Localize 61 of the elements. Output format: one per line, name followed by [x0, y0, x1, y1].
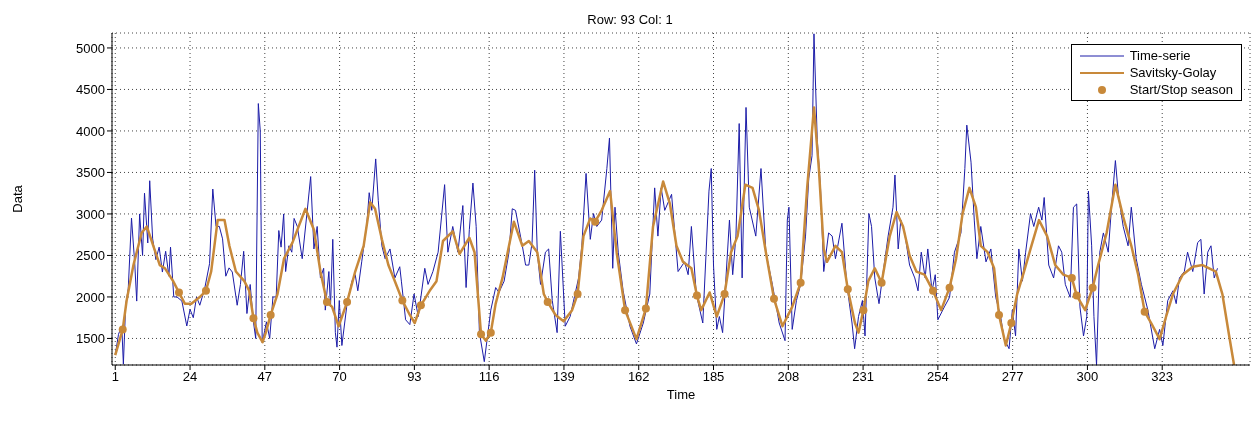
y-tick-label: 1500 — [76, 331, 105, 347]
point — [343, 298, 352, 307]
point — [641, 304, 650, 313]
point — [249, 314, 258, 323]
x-tick-label: 116 — [478, 369, 500, 385]
point — [843, 285, 852, 294]
x-tick-label: 70 — [332, 369, 347, 385]
legend-label: Start/Stop season — [1129, 82, 1233, 97]
chart-title: Row: 93 Col: 1 — [586, 12, 674, 27]
x-tick-label: 1 — [111, 369, 119, 385]
point — [928, 286, 937, 295]
point — [1072, 291, 1081, 300]
y-tick-label: 4500 — [76, 82, 105, 98]
y-tick-label: 3500 — [76, 165, 105, 181]
point — [573, 290, 582, 299]
x-tick-label: 300 — [1076, 369, 1099, 385]
point — [201, 286, 210, 295]
point — [1067, 273, 1076, 282]
x-tick-label: 24 — [182, 369, 198, 385]
point — [477, 330, 486, 339]
point — [591, 217, 600, 226]
point — [877, 278, 886, 287]
point — [398, 296, 407, 305]
legend-label: Savitsky-Golay — [1129, 65, 1217, 80]
point — [796, 278, 805, 287]
x-tick-label: 185 — [702, 369, 725, 385]
point — [720, 290, 729, 299]
point — [859, 306, 868, 315]
line-series — [114, 106, 1236, 365]
x-tick-label: 162 — [627, 369, 650, 385]
y-axis-title: Data — [9, 184, 25, 213]
point — [621, 306, 630, 315]
point — [322, 298, 331, 307]
x-tick-label: 93 — [407, 369, 422, 385]
point — [118, 325, 127, 334]
y-tick-label: 2000 — [76, 289, 105, 305]
y-tick-label: 5000 — [76, 40, 105, 56]
x-tick-label: 277 — [1001, 369, 1024, 385]
point — [266, 310, 275, 319]
point — [416, 301, 425, 310]
point — [1007, 319, 1016, 327]
x-tick-label: 231 — [852, 369, 874, 385]
point — [174, 288, 183, 297]
point — [486, 328, 495, 337]
x-tick-label: 208 — [777, 369, 800, 385]
x-tick-label: 323 — [1151, 369, 1174, 385]
point — [769, 294, 778, 303]
x-tick-label: 254 — [927, 369, 949, 385]
y-tick-label: 3000 — [76, 206, 105, 222]
point — [1140, 307, 1149, 316]
x-axis-title: Time — [666, 387, 696, 402]
x-tick-label: 139 — [553, 369, 575, 385]
x-tick-label: 47 — [257, 369, 273, 385]
y-tick-label: 4000 — [76, 123, 105, 139]
point — [1088, 283, 1097, 292]
point — [945, 283, 954, 292]
point — [692, 291, 701, 300]
point — [543, 298, 552, 307]
y-tick-label: 2500 — [76, 248, 105, 264]
point — [994, 310, 1003, 319]
legend-label: Time-serie — [1129, 48, 1191, 63]
